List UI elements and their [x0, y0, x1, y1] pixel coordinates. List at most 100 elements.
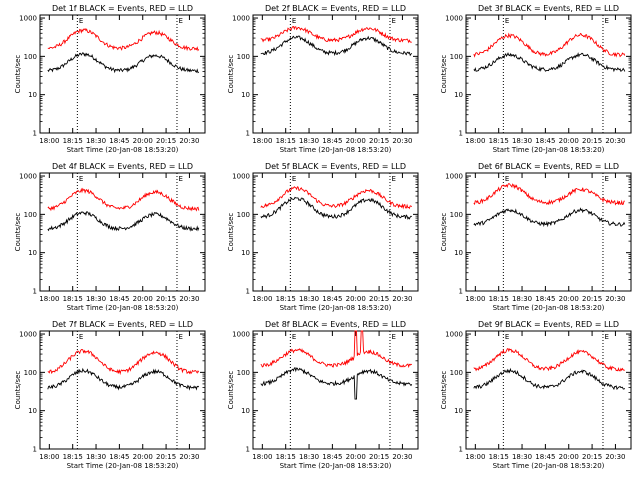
- panel-det-6f: Det 6f BLACK = Events, RED = LLD 1 10 100 10…: [440, 162, 632, 312]
- panel-det-9f: Det 9f BLACK = Events, RED = LLD 1 10 100 10…: [440, 320, 632, 470]
- y-tick-label: 1000: [19, 331, 37, 339]
- x-tick-label: 20:15: [582, 137, 602, 145]
- x-tick-label: 18:15: [489, 137, 509, 145]
- series-line-events: [473, 207, 626, 228]
- y-tick-label: 100: [24, 369, 37, 377]
- y-axis-label: Counts/sec: [227, 371, 235, 410]
- plot-frame: [39, 172, 206, 292]
- y-tick-label: 10: [28, 249, 37, 257]
- event-marker-label: E: [505, 17, 509, 25]
- plot-frame: [252, 172, 419, 292]
- series-line-events: [47, 52, 200, 74]
- y-tick-label: 10: [241, 249, 250, 257]
- event-marker-label: E: [604, 175, 608, 183]
- x-tick-label: 18:00: [39, 137, 59, 145]
- panel-title: Det 6f BLACK = Events, RED = LLD: [478, 162, 619, 171]
- y-tick-label: 1: [33, 130, 37, 138]
- event-marker-label: E: [505, 175, 509, 183]
- x-tick-label: 20:15: [156, 137, 176, 145]
- y-tick-label: 100: [237, 53, 250, 61]
- panel-title: Det 3f BLACK = Events, RED = LLD: [478, 4, 619, 13]
- y-axis-label: Counts/sec: [440, 213, 448, 252]
- series-line-lld: [260, 186, 413, 210]
- x-tick-label: 18:00: [465, 137, 485, 145]
- x-tick-label: 18:45: [109, 295, 129, 303]
- y-axis-label: Counts/sec: [227, 213, 235, 252]
- y-tick-label: 1: [246, 446, 250, 454]
- x-tick-label: 20:15: [369, 295, 389, 303]
- event-marker-label: E: [505, 333, 509, 341]
- series-line-events: [260, 366, 413, 400]
- panel-title: Det 1f BLACK = Events, RED = LLD: [52, 4, 193, 13]
- x-tick-label: 18:15: [63, 295, 83, 303]
- series-line-lld: [473, 183, 625, 206]
- x-tick-label: 20:30: [392, 137, 412, 145]
- y-tick-label: 100: [24, 211, 37, 219]
- y-tick-label: 1000: [19, 173, 37, 181]
- y-tick-label: 10: [28, 407, 37, 415]
- event-marker-label: E: [604, 333, 608, 341]
- x-tick-label: 18:15: [489, 295, 509, 303]
- y-tick-label: 1000: [232, 331, 250, 339]
- y-tick-label: 10: [241, 407, 250, 415]
- panel-title: Det 7f BLACK = Events, RED = LLD: [52, 320, 193, 329]
- y-axis-label: Counts/sec: [227, 55, 235, 94]
- x-tick-label: 18:45: [109, 453, 129, 461]
- x-tick-label: 20:15: [156, 295, 176, 303]
- panel-title: Det 2f BLACK = Events, RED = LLD: [265, 4, 406, 13]
- x-tick-label: 18:15: [276, 137, 296, 145]
- x-tick-label: 18:15: [63, 453, 83, 461]
- event-marker-label: E: [178, 175, 182, 183]
- plot-frame: [465, 172, 632, 292]
- panel-title: Det 9f BLACK = Events, RED = LLD: [478, 320, 619, 329]
- event-marker-label: E: [604, 17, 608, 25]
- x-tick-label: 20:00: [346, 453, 366, 461]
- x-tick-label: 20:15: [582, 295, 602, 303]
- series-line-events: [260, 35, 413, 57]
- plot-frame: [39, 14, 206, 134]
- y-tick-label: 1000: [445, 173, 463, 181]
- x-axis-label: Start Time (20-Jan-08 18:53:20): [493, 146, 605, 154]
- x-tick-label: 18:45: [535, 137, 555, 145]
- panel-title: Det 5f BLACK = Events, RED = LLD: [265, 162, 406, 171]
- x-tick-label: 20:30: [179, 453, 199, 461]
- x-tick-label: 18:00: [465, 295, 485, 303]
- event-marker-label: E: [79, 175, 83, 183]
- series-line-lld: [260, 330, 413, 369]
- y-tick-label: 10: [28, 91, 37, 99]
- x-tick-label: 18:30: [86, 295, 106, 303]
- x-tick-label: 20:30: [605, 295, 625, 303]
- x-axis-label: Start Time (20-Jan-08 18:53:20): [67, 146, 179, 154]
- x-tick-label: 18:45: [535, 295, 555, 303]
- y-axis-label: Counts/sec: [440, 55, 448, 94]
- event-marker-label: E: [178, 333, 182, 341]
- x-tick-label: 20:30: [605, 453, 625, 461]
- series-line-lld: [473, 347, 625, 372]
- x-tick-label: 18:45: [322, 295, 342, 303]
- x-tick-label: 18:30: [512, 453, 532, 461]
- event-marker-label: E: [391, 333, 395, 341]
- x-tick-label: 18:45: [322, 453, 342, 461]
- x-tick-label: 20:15: [156, 453, 176, 461]
- series-line-lld: [47, 28, 200, 52]
- panel-det-4f: Det 4f BLACK = Events, RED = LLD 1 10 100 10…: [14, 162, 206, 312]
- plot-frame: [465, 330, 632, 450]
- y-tick-label: 1: [33, 288, 37, 296]
- x-tick-label: 20:30: [605, 137, 625, 145]
- x-tick-label: 18:15: [276, 295, 296, 303]
- x-tick-label: 18:45: [322, 137, 342, 145]
- x-tick-label: 18:30: [512, 137, 532, 145]
- series-line-events: [47, 211, 200, 232]
- y-axis-label: Counts/sec: [14, 213, 22, 252]
- x-tick-label: 18:45: [109, 137, 129, 145]
- x-tick-label: 18:00: [39, 295, 59, 303]
- series-line-lld: [47, 187, 200, 212]
- x-tick-label: 20:00: [559, 137, 579, 145]
- event-marker-label: E: [79, 17, 83, 25]
- x-tick-label: 18:30: [299, 453, 319, 461]
- series-line-lld: [473, 32, 626, 58]
- panel-det-3f: Det 3f BLACK = Events, RED = LLD 1 10 100 10…: [440, 4, 632, 154]
- x-tick-label: 18:30: [299, 295, 319, 303]
- panel-det-2f: Det 2f BLACK = Events, RED = LLD 1 10 100 10…: [227, 4, 419, 154]
